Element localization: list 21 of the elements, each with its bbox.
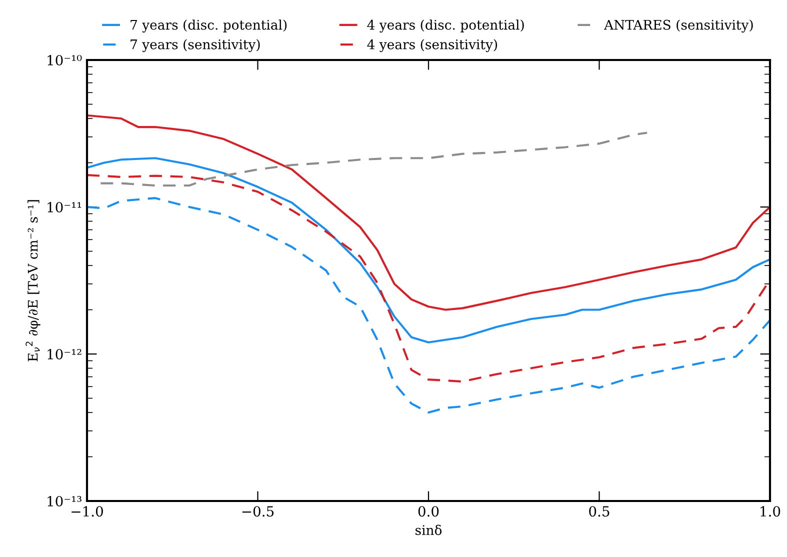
x-tick-label: 0.5 — [589, 506, 610, 517]
x-tick-label: −1.0 — [72, 506, 103, 517]
x-tick-label: −0.5 — [242, 506, 274, 517]
y-tick-label: 10⁻¹² — [48, 348, 82, 360]
y-tick-label: 10⁻¹³ — [48, 496, 82, 506]
x-axis-title: sinδ — [416, 524, 442, 536]
legend-label: 4 years (sensitivity) — [367, 39, 498, 52]
legend-label: 7 years (disc. potential) — [130, 20, 287, 33]
line-series — [87, 197, 770, 414]
y-axis-title: E$_{ν}$$^{2}$ ∂φ/∂E [TeV cm⁻² s⁻¹] — [26, 200, 40, 362]
y-tick-label: 10⁻¹⁰ — [48, 54, 82, 66]
x-tick-label: 0.0 — [418, 506, 439, 517]
x-tick-label: 1.0 — [760, 506, 780, 517]
legend-label: 4 years (disc. potential) — [367, 20, 524, 33]
legend-label: ANTARES (sensitivity) — [604, 20, 753, 33]
line-series — [100, 132, 648, 187]
line-series — [87, 157, 770, 344]
y-tick-label: 10⁻¹¹ — [48, 202, 82, 212]
line-series — [87, 174, 770, 383]
line-series — [87, 114, 770, 311]
legend-label: 7 years (sensitivity) — [130, 39, 260, 52]
